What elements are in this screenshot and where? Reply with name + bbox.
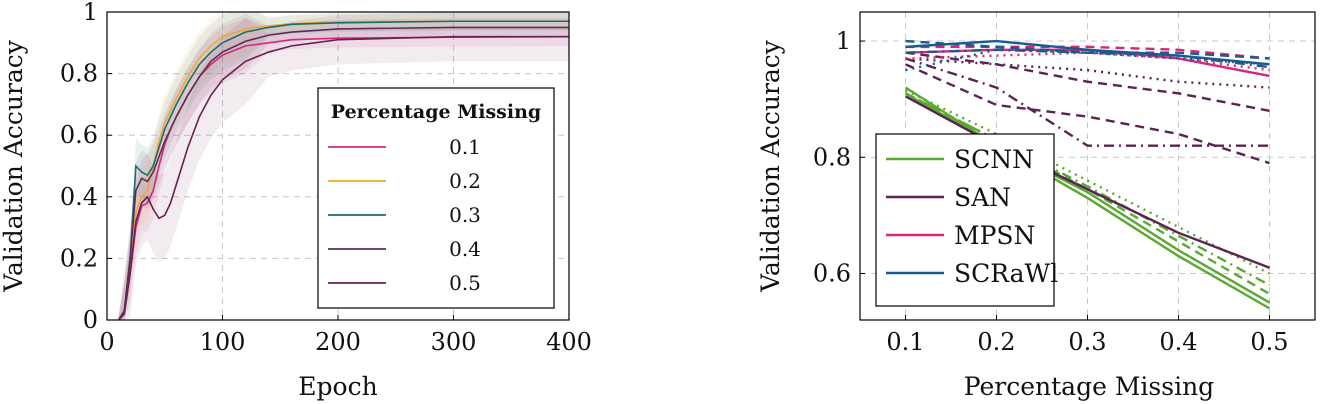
y-ticks-left: 0 0.2 0.4 0.6 0.8 1 (60, 0, 112, 334)
confidence-band-0.5 (118, 12, 569, 320)
y-axis-label-left: Validation Accuracy (0, 39, 28, 293)
x-ticks-left: 0 100 200 300 400 (99, 315, 592, 356)
y-tick-label: 1 (83, 0, 98, 26)
series-line-san-dashed (905, 63, 1270, 165)
series-line-mpsn-dashed (905, 45, 1270, 60)
x-tick-label: 400 (546, 328, 592, 356)
legend-label: MPSN (954, 221, 1035, 250)
x-tick-label: 0.3 (1068, 328, 1106, 356)
legend-label: SCNN (954, 145, 1034, 174)
x-axis-label-left: Epoch (298, 372, 377, 401)
chart-missing-accuracy: 0.1 0.2 0.3 0.4 0.5 0.6 0.8 1 Percentage Missi… (756, 11, 1316, 401)
series-line-san-solid (904, 95, 1270, 269)
series-line-scnn-dashdot (904, 92, 1271, 287)
chart-epoch-accuracy: 0 100 200 300 400 0 0.2 0.4 0.6 0.8 1 Epoch Valid… (0, 0, 592, 401)
y-tick-label: 0.4 (60, 183, 98, 211)
y-tick-label: 0 (83, 306, 98, 334)
y-tick-label: 0.6 (60, 121, 98, 149)
legend-left: Percentage Missing 0.1 0.2 0.3 0.4 0.5 (317, 87, 555, 309)
legend-label: 0.1 (449, 135, 481, 159)
x-axis-label-right: Percentage Missing (964, 372, 1214, 401)
legend-box-right (875, 133, 1055, 307)
x-tick-label: 100 (200, 328, 246, 356)
legend-box-left (317, 87, 555, 309)
confidence-bands (118, 12, 569, 320)
legend-label: 0.5 (449, 271, 481, 295)
series-line-0.3 (117, 20, 569, 320)
series-lines-left (117, 20, 569, 320)
x-tick-label: 0.5 (1250, 328, 1288, 356)
x-ticks-right: 0.1 0.2 0.3 0.4 0.5 (886, 315, 1289, 356)
series-line-san-dashdot (905, 57, 1270, 147)
legend-items-right: SCNN SAN MPSN SCRaWl (886, 145, 1058, 288)
legend-label: 0.2 (449, 169, 481, 193)
series-line-san-dotted (905, 57, 1270, 89)
x-tick-label: 200 (315, 328, 361, 356)
series-line-scnn-solid (904, 86, 1271, 310)
series-line-san-dashed (905, 51, 1270, 112)
x-tick-label: 300 (431, 328, 477, 356)
x-tick-label: 0 (99, 328, 114, 356)
series-lines-right (904, 39, 1271, 310)
y-tick-label: 0.8 (813, 143, 851, 171)
series-line-scrawl-solid (905, 39, 1270, 66)
legend-label: 0.3 (449, 203, 481, 227)
y-ticks-right: 0.6 0.8 1 (813, 27, 865, 288)
series-line-0.4 (117, 26, 569, 320)
series-line-0.5 (117, 35, 569, 320)
series-line-scrawl-dashdot (905, 48, 1270, 69)
y-tick-label: 1 (836, 27, 851, 55)
legend-label: 0.4 (449, 237, 481, 261)
legend-title: Percentage Missing (331, 101, 541, 123)
x-tick-label: 0.4 (1159, 328, 1197, 356)
y-tick-label: 0.8 (60, 60, 98, 88)
legend-label: SCRaWl (954, 259, 1058, 288)
x-tick-label: 0.2 (977, 328, 1015, 356)
legend-right: SCNN SAN MPSN SCRaWl (875, 133, 1058, 307)
legend-label: SAN (954, 183, 1011, 212)
y-axis-label-right: Validation Accuracy (756, 39, 785, 293)
legend-items-left: 0.1 0.2 0.3 0.4 0.5 (328, 135, 481, 295)
y-tick-label: 0.2 (60, 244, 98, 272)
x-tick-label: 0.1 (886, 328, 924, 356)
y-tick-label: 0.6 (813, 260, 851, 288)
series-line-scnn-dotted (904, 89, 1271, 275)
